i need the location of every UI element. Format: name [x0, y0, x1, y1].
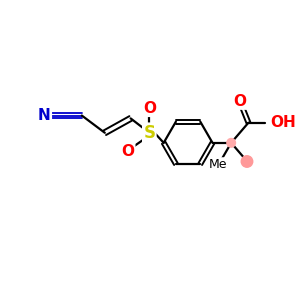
Text: N: N — [38, 108, 51, 123]
Text: O: O — [233, 94, 246, 109]
Text: OH: OH — [270, 115, 296, 130]
Text: O: O — [121, 144, 134, 159]
Circle shape — [227, 139, 236, 147]
Text: Me: Me — [209, 158, 227, 171]
Text: S: S — [143, 124, 155, 142]
Circle shape — [241, 156, 253, 167]
Text: O: O — [143, 101, 156, 116]
